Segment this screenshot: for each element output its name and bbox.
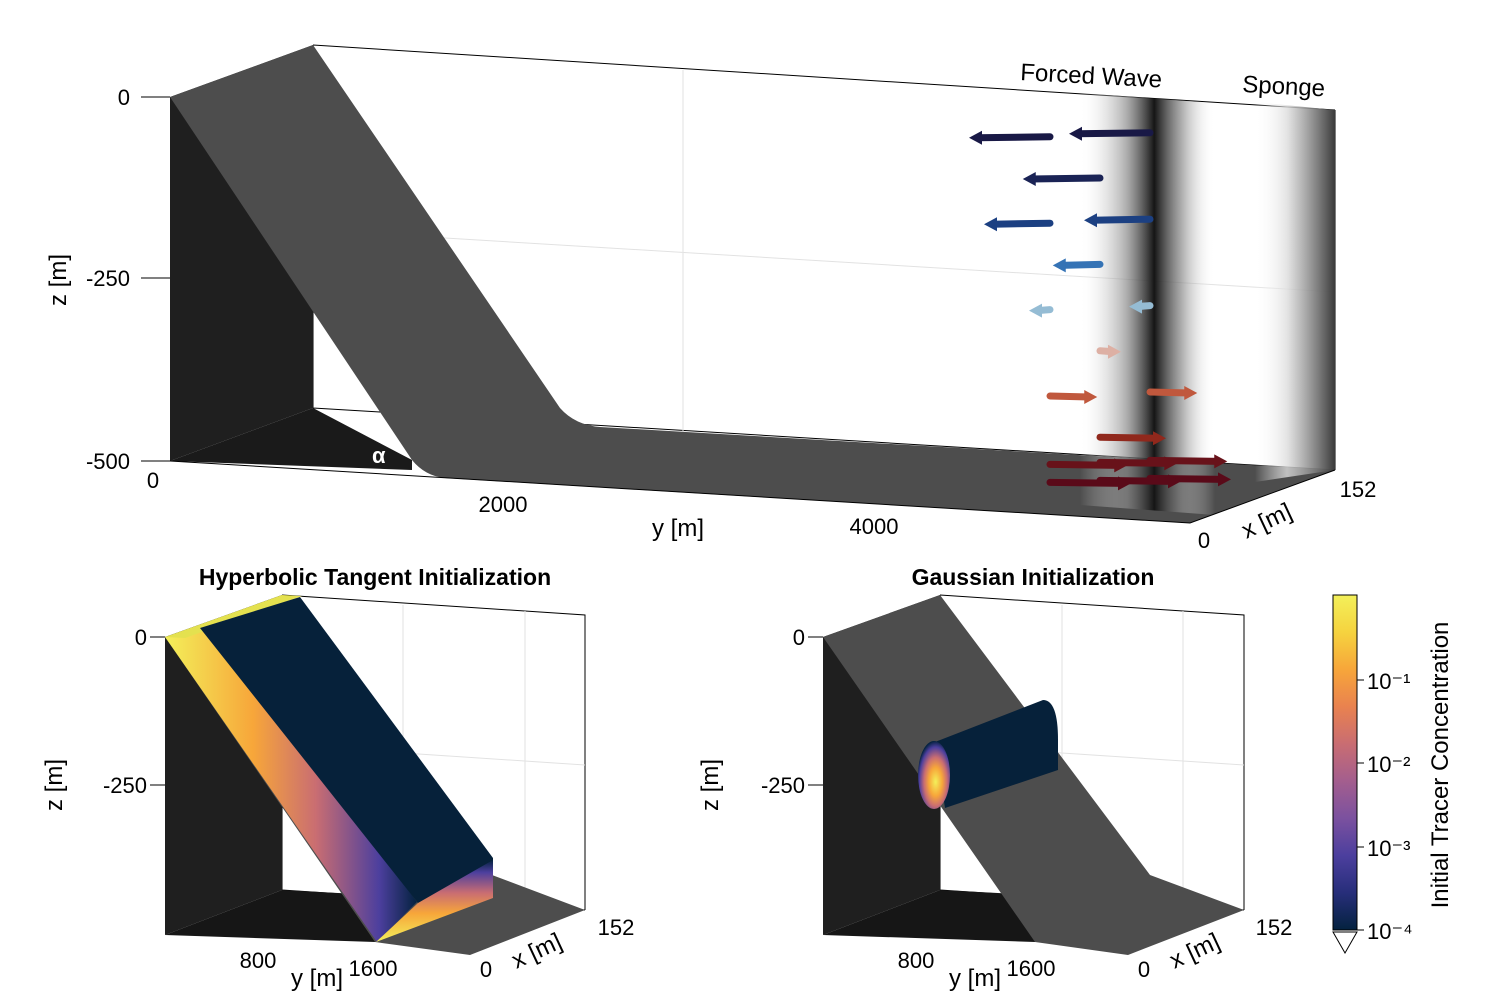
velocity-arrow-shaft [1096,433,1162,442]
left-tracer-dark-slab [200,597,493,903]
top-z-axis-label: z [m] [45,254,72,306]
sponge-band [1255,102,1335,482]
velocity-arrow-head [1168,474,1181,489]
top-panel: Forced Wave Sponge α 0 -250 -500 z [m] 0… [45,44,1377,553]
colorbar-tick-1: 10⁻² [1367,752,1410,777]
left-tracer-end-band [376,860,493,942]
top-x-tick-0: 0 [1198,528,1210,553]
velocity-arrow-head [984,217,997,232]
left-x-tick-1: 152 [598,915,635,940]
left-y-tick-0: 800 [240,948,277,973]
top-x-tick-1: 152 [1340,477,1377,502]
left-tracer-top-band [165,595,302,638]
right-y-axis-label: y [m] [949,965,1001,992]
right-z-axis-label: z [m] [697,759,724,811]
right-tracer-cap [918,741,950,809]
left-floor [165,890,375,942]
velocity-arrow-head [1214,454,1228,469]
colorbar-bar [1332,594,1358,931]
colorbar-ticks [1357,679,1364,931]
top-y-tick-0: 0 [147,468,159,493]
right-z-tick-0: 0 [793,625,805,650]
left-z-axis-label: z [m] [41,759,68,811]
top-y-axis-label: y [m] [652,515,704,542]
bottom-left-panel: Hyperbolic Tangent Initialization 0 -250… [41,564,634,992]
colorbar-under-triangle [1332,931,1358,955]
left-panel-title: Hyperbolic Tangent Initialization [199,564,551,590]
left-z-tick-1: -250 [103,773,147,798]
velocity-arrow-head [1129,299,1142,314]
top-x-axis-label: x [m] [1238,498,1297,544]
left-x-tick-0: 0 [480,957,492,982]
velocity-arrow-head [1153,431,1166,446]
right-y-tick-0: 800 [898,948,935,973]
velocity-arrow-shaft [1046,460,1123,469]
velocity-arrow-shaft [988,219,1054,228]
velocity-arrow-head [1114,458,1128,473]
top-z-tick-0: 0 [118,85,130,110]
top-z-tick-2: -500 [86,449,130,474]
velocity-arrow-head [1069,126,1082,141]
colorbar-tick-0: 10⁻¹ [1367,669,1410,694]
top-slope-face [170,45,1335,523]
velocity-arrow-shaft [1057,260,1104,269]
left-z-ticks [150,636,165,786]
top-y-tick-1: 2000 [479,492,528,517]
top-floor-left [170,408,412,470]
right-floor [823,890,1035,942]
colorbar: 10⁻¹ 10⁻² 10⁻³ 10⁻⁴ Initial Tracer Conce… [1332,594,1454,955]
top-y-tick-2: 4000 [850,514,899,539]
velocity-arrow-head [969,130,982,145]
right-x-tick-1: 152 [1256,915,1293,940]
colorbar-tick-3: 10⁻⁴ [1367,919,1413,944]
colorbar-tick-2: 10⁻³ [1367,836,1410,861]
angle-label: α [372,443,386,468]
left-z-tick-0: 0 [135,625,147,650]
velocity-arrow-shaft [1046,392,1093,401]
right-x-tick-0: 0 [1138,957,1150,982]
velocity-arrow-head [1084,390,1098,404]
right-z-tick-1: -250 [761,773,805,798]
velocity-arrows [969,126,1231,491]
velocity-arrow-head [1022,172,1036,186]
velocity-arrow-shaft [1027,174,1104,183]
left-tracer-yellow-band [165,627,417,942]
right-y-tick-1: 1600 [1007,956,1056,981]
velocity-arrow-shaft [1146,388,1193,397]
velocity-arrow-head [1029,303,1042,318]
velocity-arrow-head [1184,386,1198,400]
sponge-label: Sponge [1242,71,1326,102]
bottom-right-panel: Gaussian Initialization 0 -250 z [m] 800… [697,564,1292,992]
velocity-arrow-head [1052,258,1066,273]
right-panel-title: Gaussian Initialization [912,564,1155,590]
velocity-arrow-shaft [1073,129,1154,138]
velocity-arrow-head [1164,456,1178,471]
top-z-tick-1: -250 [86,266,130,291]
velocity-arrow-head [1218,472,1231,487]
right-tracer-body [935,700,1058,808]
left-y-axis-label: y [m] [291,965,343,992]
left-y-tick-1: 1600 [349,956,398,981]
velocity-arrow-shaft [1046,478,1127,487]
velocity-arrow-shaft [1088,215,1154,224]
colorbar-label: Initial Tracer Concentration [1427,622,1454,909]
velocity-arrow-head [1108,344,1121,359]
top-bottom-axis [141,96,1336,524]
velocity-arrow-shaft [973,133,1054,142]
forced-wave-label: Forced Wave [1020,59,1163,93]
right-z-ticks [808,636,823,786]
velocity-arrow-head [1118,476,1131,491]
velocity-arrow-head [1084,213,1097,228]
